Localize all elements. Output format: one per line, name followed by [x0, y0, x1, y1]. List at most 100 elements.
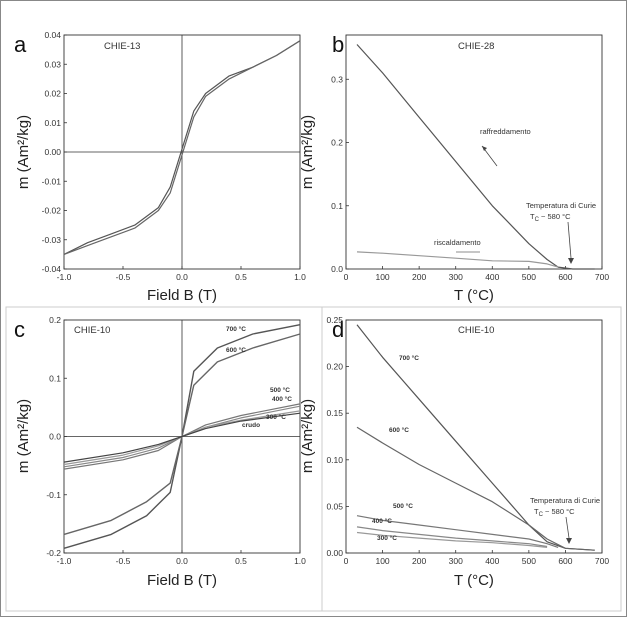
- series-label: 700 °C: [399, 354, 419, 362]
- sample-label: CHIE-28: [458, 41, 494, 52]
- y-tick-label: -0.01: [42, 176, 62, 186]
- x-tick-label: 500: [522, 272, 536, 282]
- curie-arrow: [565, 516, 570, 539]
- plot-area-d: [345, 319, 603, 554]
- panel-c-frame: [5, 306, 323, 612]
- series-label: 400 °C: [372, 517, 392, 525]
- y-tick-label: 0.10: [326, 455, 343, 465]
- y-tick-label: -0.2: [46, 548, 61, 558]
- series-label: 300 °C: [377, 534, 397, 542]
- curie-value: TC ~ 580 °C: [530, 212, 571, 223]
- y-tick-label: 0.1: [49, 373, 61, 383]
- y-tick-label: 0.05: [326, 501, 343, 511]
- x-tick-label: 100: [375, 272, 389, 282]
- sample-label: CHIE-10: [458, 325, 494, 336]
- x-tick-label: 0.0: [176, 272, 188, 282]
- panel-letter-d: d: [332, 317, 344, 342]
- series-label: crudo: [242, 422, 260, 429]
- x-tick-label: 600: [558, 556, 572, 566]
- x-tick-label: 100: [375, 556, 389, 566]
- y-tick-label: 0.20: [326, 362, 343, 372]
- series-line-1: [63, 40, 301, 255]
- y-tick-label: 0.3: [331, 74, 343, 84]
- y-tick-label: 0.1: [331, 201, 343, 211]
- curie-label: Temperatura di Curie: [526, 201, 596, 210]
- x-tick-label: 700: [595, 556, 609, 566]
- y-tick-label: -0.03: [42, 235, 62, 245]
- sample-label: CHIE-13: [104, 41, 140, 52]
- x-tick-label: 1.0: [294, 272, 306, 282]
- x-tick-label: 300: [449, 272, 463, 282]
- y-tick-label: 0.2: [49, 315, 61, 325]
- x-tick-label: 400: [485, 556, 499, 566]
- y-axis-title: m (Am²/kg): [15, 115, 32, 189]
- x-tick-label: 400: [485, 272, 499, 282]
- x-tick-label: -1.0: [57, 556, 72, 566]
- y-tick-label: -0.1: [46, 490, 61, 500]
- y-axis-title: m (Am²/kg): [15, 399, 32, 473]
- series-line-600c: [356, 426, 595, 551]
- x-tick-label: 200: [412, 272, 426, 282]
- y-tick-label: 0.15: [326, 408, 343, 418]
- heating-label: riscaldamento: [434, 238, 481, 247]
- y-tick-label: 0.00: [326, 548, 343, 558]
- plot-area-b: [345, 34, 603, 270]
- panel-a: a -1.0 -0.5 0.0 0.5 1.0 -0.04 -0.03 -0.02 -0.01 0.…: [14, 30, 306, 304]
- y-tick-label: -0.02: [42, 206, 62, 216]
- series-label: 600 °C: [389, 426, 409, 434]
- curie-value: TC ~ 580 °C: [534, 507, 575, 518]
- panel-c: c -1.0 -0.5 0.0 0.5 1.0 -0.2 -0.1 0.0 0.1 0.2 CHIE-…: [14, 315, 306, 589]
- y-tick-label: -0.04: [42, 264, 62, 274]
- series-label: 500 °C: [270, 386, 290, 394]
- y-tick-label: 0.0: [331, 264, 343, 274]
- x-tick-label: 200: [412, 556, 426, 566]
- y-tick-label: 0.0: [49, 432, 61, 442]
- y-tick-label: 0.02: [44, 89, 61, 99]
- y-axis-title: m (Am²/kg): [299, 115, 316, 189]
- x-tick-label: 700: [595, 272, 609, 282]
- x-tick-label: 0: [344, 556, 349, 566]
- x-tick-label: 1.0: [294, 556, 306, 566]
- x-tick-label: -0.5: [116, 272, 131, 282]
- x-axis-title: T (°C): [454, 572, 494, 589]
- x-tick-label: -1.0: [57, 272, 72, 282]
- panel-letter-b: b: [332, 32, 344, 57]
- x-tick-label: 300: [449, 556, 463, 566]
- y-tick-label: 0.01: [44, 118, 61, 128]
- x-tick-label: 0: [344, 272, 349, 282]
- x-axis-title: T (°C): [454, 287, 494, 304]
- x-tick-label: 0.0: [176, 556, 188, 566]
- panel-letter-a: a: [14, 32, 27, 57]
- panel-letter-c: c: [14, 317, 25, 342]
- series-line-0: [356, 44, 595, 270]
- x-tick-label: 600: [558, 272, 572, 282]
- y-tick-label: 0.03: [44, 59, 61, 69]
- series-line-crudo: [63, 412, 301, 463]
- curie-arrow: [567, 221, 572, 259]
- y-axis-title: m (Am²/kg): [299, 399, 316, 473]
- series-label: 500 °C: [393, 502, 413, 510]
- sample-label: CHIE-10: [74, 325, 110, 336]
- curie-label: Temperatura di Curie: [530, 496, 600, 505]
- x-axis-title: Field B (T): [147, 572, 217, 589]
- series-label: 700 °C: [226, 325, 246, 333]
- series-line-700c: [356, 324, 595, 551]
- y-tick-label: 0.00: [44, 147, 61, 157]
- y-tick-label: 0.25: [326, 315, 343, 325]
- panel-d: d 0 100 200 300 400 500 600 700 0.00 0.05 0.10 0.15 0…: [299, 315, 609, 589]
- panel-b: b 0 100 200 300 400 500 600 700 0.0 0.1 0.2 0.3 CHIE-…: [299, 32, 609, 304]
- series-line-1: [356, 251, 559, 268]
- x-axis-title: Field B (T): [147, 287, 217, 304]
- curie-arrowhead: [566, 538, 572, 544]
- y-tick-label: 0.04: [44, 30, 61, 40]
- series-label: 600 °C: [226, 346, 246, 354]
- series-label: 300 °C: [266, 413, 286, 421]
- series-line-400c: [356, 526, 548, 548]
- series-label: 400 °C: [272, 395, 292, 403]
- x-tick-label: 0.5: [235, 556, 247, 566]
- cooling-label: raffreddamento: [480, 127, 531, 136]
- series-line-500c: [356, 515, 559, 548]
- x-tick-label: 0.5: [235, 272, 247, 282]
- x-tick-label: 500: [522, 556, 536, 566]
